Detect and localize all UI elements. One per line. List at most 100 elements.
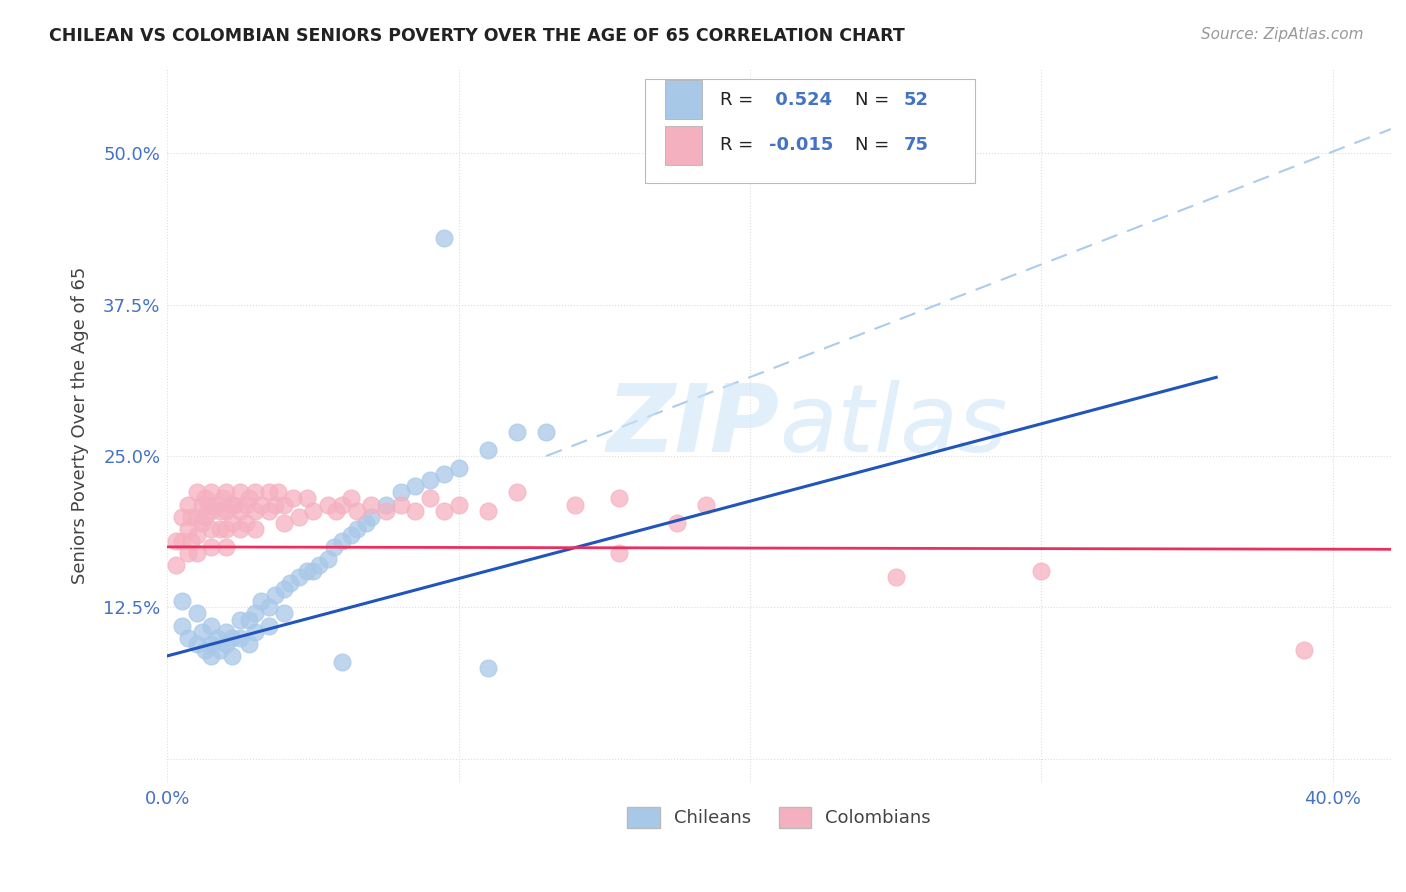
Text: atlas: atlas: [779, 380, 1008, 471]
Point: [433, 467, 456, 482]
Point: [229, 485, 252, 500]
Point: [200, 540, 222, 554]
Point: [191, 516, 214, 530]
Point: [186, 637, 208, 651]
Point: [330, 655, 353, 669]
Point: [316, 498, 339, 512]
Point: [194, 491, 217, 506]
Point: [281, 491, 304, 506]
Point: [354, 516, 377, 530]
Text: 75: 75: [904, 136, 929, 154]
Point: [308, 558, 330, 572]
Point: [243, 624, 266, 639]
Point: [180, 509, 202, 524]
Point: [273, 582, 295, 597]
Text: Source: ZipAtlas.com: Source: ZipAtlas.com: [1201, 27, 1364, 42]
Point: [249, 594, 271, 608]
Point: [264, 498, 287, 512]
Point: [165, 533, 187, 548]
Point: [170, 594, 193, 608]
Point: [330, 533, 353, 548]
Point: [215, 637, 238, 651]
Text: 52: 52: [904, 91, 929, 109]
Point: [186, 485, 208, 500]
Point: [191, 624, 214, 639]
Point: [273, 498, 295, 512]
Point: [330, 498, 353, 512]
Point: [186, 509, 208, 524]
Point: [419, 473, 441, 487]
Point: [249, 498, 271, 512]
Point: [205, 498, 228, 512]
Point: [243, 607, 266, 621]
Point: [302, 564, 325, 578]
Point: [447, 498, 470, 512]
Point: [205, 631, 228, 645]
Point: [200, 485, 222, 500]
Legend: Chileans, Colombians: Chileans, Colombians: [620, 799, 938, 835]
Point: [215, 503, 238, 517]
Text: R =: R =: [720, 91, 759, 109]
Point: [259, 600, 281, 615]
Point: [221, 516, 243, 530]
Point: [243, 503, 266, 517]
Point: [200, 618, 222, 632]
Point: [221, 648, 243, 663]
Point: [264, 588, 287, 602]
Point: [666, 516, 689, 530]
Point: [346, 503, 368, 517]
Text: CHILEAN VS COLOMBIAN SENIORS POVERTY OVER THE AGE OF 65 CORRELATION CHART: CHILEAN VS COLOMBIAN SENIORS POVERTY OVE…: [49, 27, 905, 45]
Point: [215, 522, 238, 536]
Point: [194, 509, 217, 524]
Point: [208, 522, 231, 536]
Point: [302, 503, 325, 517]
Point: [419, 491, 441, 506]
Point: [340, 528, 363, 542]
Point: [287, 509, 309, 524]
Point: [229, 503, 252, 517]
Point: [229, 613, 252, 627]
Point: [200, 637, 222, 651]
Point: [215, 624, 238, 639]
Point: [267, 485, 290, 500]
Point: [191, 498, 214, 512]
Point: [447, 461, 470, 475]
Point: [200, 503, 222, 517]
Point: [564, 498, 586, 512]
Text: 0.524: 0.524: [769, 91, 832, 109]
Point: [221, 498, 243, 512]
Point: [186, 546, 208, 560]
Point: [389, 485, 412, 500]
FancyBboxPatch shape: [644, 79, 974, 183]
Point: [506, 485, 529, 500]
Y-axis label: Seniors Poverty Over the Age of 65: Seniors Poverty Over the Age of 65: [72, 267, 89, 584]
Point: [273, 516, 295, 530]
Bar: [665, 126, 702, 165]
Point: [273, 607, 295, 621]
Point: [325, 503, 347, 517]
Point: [177, 522, 200, 536]
Point: [322, 540, 344, 554]
Point: [170, 509, 193, 524]
Point: [278, 576, 301, 591]
Point: [197, 498, 219, 512]
Point: [238, 613, 260, 627]
Point: [297, 491, 319, 506]
Point: [259, 485, 281, 500]
Point: [360, 498, 382, 512]
Point: [404, 479, 426, 493]
Point: [194, 643, 217, 657]
Point: [200, 522, 222, 536]
Point: [297, 564, 319, 578]
Point: [235, 516, 257, 530]
Point: [1031, 564, 1053, 578]
Point: [208, 643, 231, 657]
Point: [211, 491, 233, 506]
Point: [389, 498, 412, 512]
Point: [607, 546, 630, 560]
Point: [374, 503, 396, 517]
Point: [243, 522, 266, 536]
Point: [477, 661, 499, 675]
Point: [346, 522, 368, 536]
Point: [221, 631, 243, 645]
